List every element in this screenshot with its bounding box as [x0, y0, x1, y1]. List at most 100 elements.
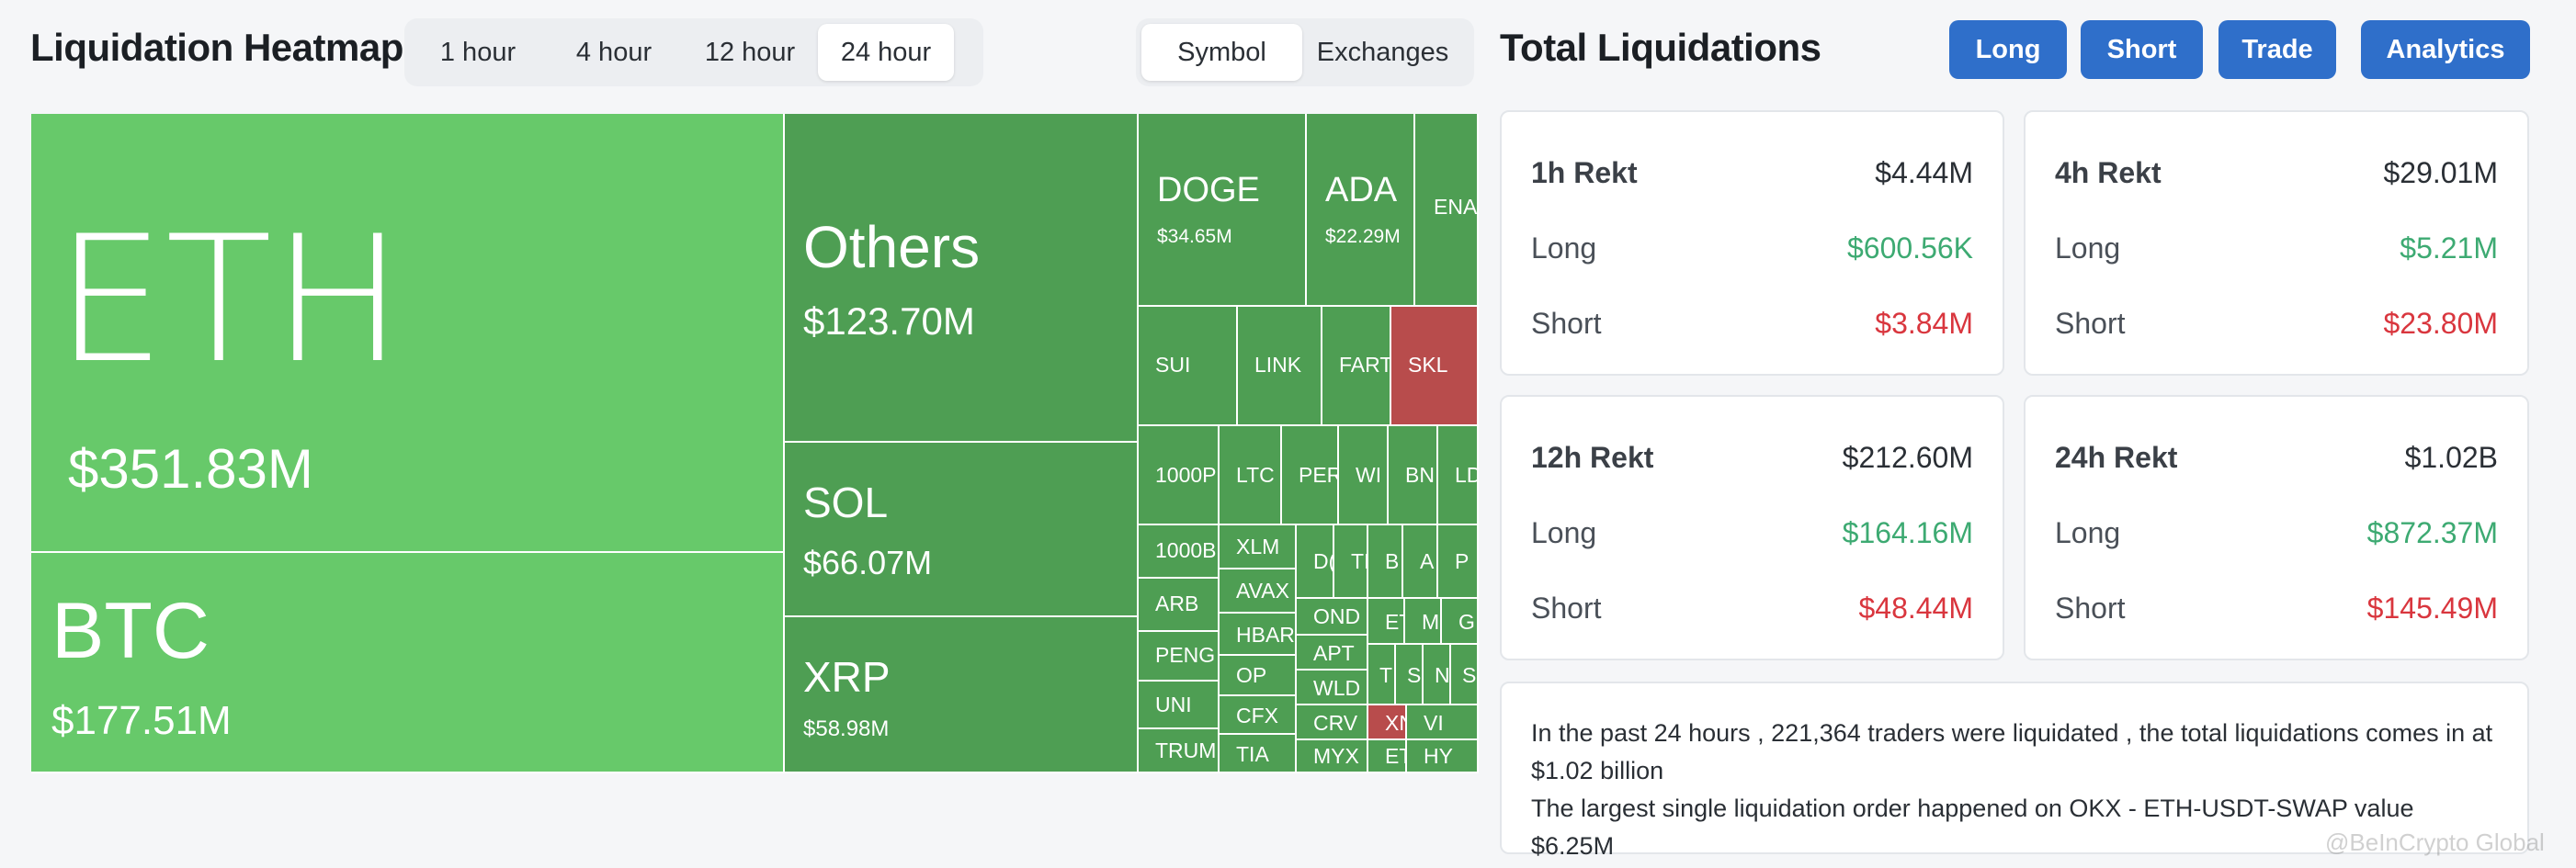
tile-xn[interactable]: XN: [1368, 705, 1407, 740]
card-4h-rekt: 4h Rekt $29.01M Long $5.21M Short $23.80…: [2024, 110, 2529, 376]
card-label: 12h Rekt: [1531, 441, 1654, 474]
tile-s2[interactable]: S: [1451, 645, 1479, 705]
tile-bnb[interactable]: BN: [1389, 426, 1438, 525]
tile-hype[interactable]: HY: [1407, 740, 1479, 773]
tile-uni[interactable]: UNI: [1139, 682, 1220, 729]
tile-symbol: Others: [803, 214, 981, 280]
tile-n[interactable]: N: [1424, 645, 1451, 705]
tile-pepe[interactable]: PER: [1282, 426, 1339, 525]
tile-doge[interactable]: DOGE $34.65M: [1139, 114, 1307, 307]
short-value: $145.49M: [2366, 592, 2498, 625]
tile-tia[interactable]: TIA: [1220, 735, 1297, 773]
tile-symbol: TI: [1351, 549, 1368, 573]
tile-tia2[interactable]: TI: [1334, 525, 1368, 599]
tile-symbol: APT: [1313, 641, 1355, 665]
tile-xlm[interactable]: XLM: [1220, 525, 1297, 569]
trade-button[interactable]: Trade: [2219, 20, 2336, 79]
short-button[interactable]: Short: [2081, 20, 2203, 79]
tab-1-hour[interactable]: 1 hour: [439, 37, 516, 67]
tile-symbol: OP: [1236, 663, 1267, 687]
card-total: $1.02B: [2404, 441, 2498, 474]
tile-symbol: B: [1385, 549, 1400, 573]
total-liquidations-title: Total Liquidations: [1500, 26, 1821, 69]
tile-apt[interactable]: APT: [1297, 636, 1368, 671]
tile-symbol: SKL: [1408, 353, 1448, 377]
tile-symbol: HBAR: [1236, 623, 1295, 647]
tile-value: $66.07M: [803, 544, 933, 581]
tile-ena[interactable]: ENA: [1415, 114, 1479, 307]
tile-symbol: ET: [1385, 744, 1405, 768]
tile-value: $123.70M: [803, 299, 975, 343]
tile-symbol: XN: [1385, 711, 1405, 735]
tile-ondo[interactable]: OND: [1297, 599, 1368, 636]
tile-et[interactable]: ET: [1368, 599, 1405, 645]
tile-op[interactable]: OP: [1220, 656, 1297, 696]
long-value: $600.56K: [1846, 231, 1973, 265]
tile-symbol: LTC: [1236, 463, 1275, 487]
tile-others[interactable]: Others $123.70M: [785, 114, 1139, 443]
tile-1000pepe[interactable]: 1000P: [1139, 426, 1220, 525]
tile-symbol: HY: [1424, 744, 1453, 768]
long-value: $872.37M: [2366, 516, 2498, 549]
card-12h-rekt: 12h Rekt $212.60M Long $164.16M Short $4…: [1500, 395, 2004, 660]
tile-ada[interactable]: ADA $22.29M: [1307, 114, 1415, 307]
tile-value: $177.51M: [51, 698, 232, 743]
tile-link[interactable]: LINK: [1238, 307, 1322, 426]
short-label: Short: [1531, 592, 1602, 625]
tile-fartcoin[interactable]: FARTC: [1322, 307, 1391, 426]
tile-xrp[interactable]: XRP $58.98M: [785, 617, 1139, 773]
tile-symbol: VI: [1424, 711, 1444, 735]
tile-sol[interactable]: SOL $66.07M: [785, 443, 1139, 617]
tile-et2[interactable]: ET: [1368, 740, 1407, 773]
tile-vi[interactable]: VI: [1407, 705, 1479, 740]
tile-symbol: D(: [1313, 549, 1334, 573]
tile-value: $22.29M: [1325, 226, 1401, 247]
tile-avax[interactable]: AVAX: [1220, 569, 1297, 614]
tile-eth[interactable]: ETH $351.83M: [31, 114, 785, 553]
tile-hbar[interactable]: HBAR: [1220, 614, 1297, 656]
tile-pengu[interactable]: PENG: [1139, 632, 1220, 682]
tab-exchanges[interactable]: Exchanges: [1316, 37, 1449, 67]
tile-crv[interactable]: CRV: [1297, 705, 1368, 740]
tile-dot[interactable]: D(: [1297, 525, 1334, 599]
tile-b[interactable]: B: [1368, 525, 1403, 599]
tile-symbol: TIA: [1236, 742, 1269, 766]
short-label: Short: [1531, 307, 1602, 340]
tile-skl[interactable]: SKL: [1391, 307, 1479, 426]
card-total: $4.44M: [1875, 156, 1973, 189]
tile-btc[interactable]: BTC $177.51M: [31, 553, 785, 773]
tile-wif[interactable]: WI: [1339, 426, 1389, 525]
tab-24-hour[interactable]: 24 hour: [818, 24, 954, 81]
tile-symbol: S: [1462, 663, 1477, 687]
tile-trump[interactable]: TRUM: [1139, 729, 1220, 773]
liquidation-treemap: ETH $351.83M BTC $177.51M Others $123.70…: [31, 114, 1479, 773]
tile-sui[interactable]: SUI: [1139, 307, 1238, 426]
tile-symbol: MYX: [1313, 744, 1359, 768]
tile-symbol: AVAX: [1236, 579, 1289, 603]
tab-12-hour[interactable]: 12 hour: [704, 37, 796, 67]
tile-arb[interactable]: ARB: [1139, 579, 1220, 632]
tile-ltc[interactable]: LTC: [1220, 426, 1282, 525]
tile-value: $351.83M: [68, 438, 313, 500]
long-label: Long: [2055, 516, 2121, 549]
long-button[interactable]: Long: [1949, 20, 2067, 79]
tile-wld[interactable]: WLD: [1297, 671, 1368, 705]
tile-1000bonk[interactable]: 1000B: [1139, 525, 1220, 579]
tile-m[interactable]: M: [1405, 599, 1442, 645]
tile-g[interactable]: G: [1442, 599, 1479, 645]
tile-t[interactable]: T: [1368, 645, 1396, 705]
tab-symbol[interactable]: Symbol: [1141, 24, 1302, 81]
tile-ldo[interactable]: LD: [1438, 426, 1479, 525]
tile-value: $58.98M: [803, 716, 890, 741]
summary-line-1: In the past 24 hours , 221,364 traders w…: [1531, 719, 2493, 784]
card-label: 1h Rekt: [1531, 156, 1638, 189]
tab-4-hour[interactable]: 4 hour: [575, 37, 653, 67]
analytics-button[interactable]: Analytics: [2361, 20, 2530, 79]
tile-s[interactable]: S: [1396, 645, 1424, 705]
tile-symbol: WLD: [1313, 676, 1361, 700]
tile-a[interactable]: A: [1403, 525, 1438, 599]
tile-symbol: 1000B: [1155, 538, 1217, 562]
tile-myx[interactable]: MYX: [1297, 740, 1368, 773]
tile-cfx[interactable]: CFX: [1220, 696, 1297, 735]
tile-p[interactable]: P: [1438, 525, 1479, 599]
